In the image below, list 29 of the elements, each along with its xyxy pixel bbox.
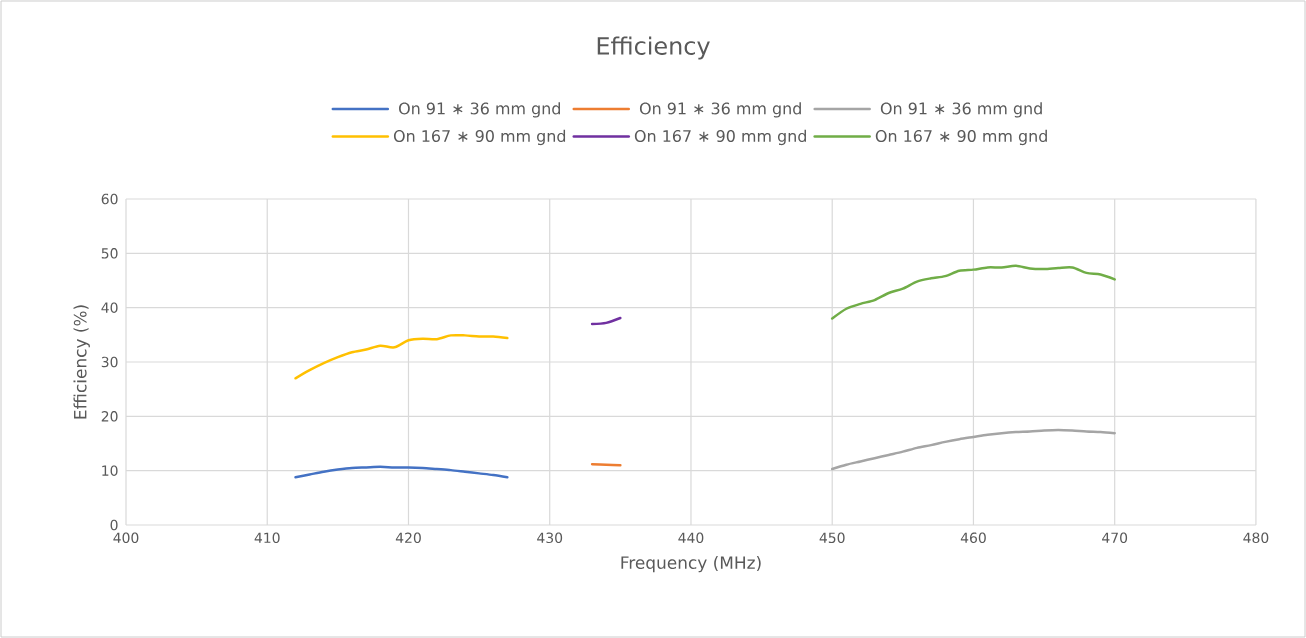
- y-tick-label: 10: [102, 465, 118, 476]
- x-tick-label: 410: [254, 532, 280, 544]
- line-series: [294, 465, 509, 479]
- legend-label: On 91 ∗ 36 mm gnd: [399, 102, 560, 118]
- x-tick-label: 400: [113, 532, 139, 544]
- x-tick-label: 430: [537, 532, 563, 544]
- x-tick-label: 420: [395, 532, 421, 544]
- legend-label: On 91 ∗ 36 mm gnd: [880, 102, 1042, 118]
- x-tick-label: 460: [960, 532, 986, 544]
- legend-label: On 91 ∗ 36 mm gnd: [639, 102, 801, 118]
- legend-label: On 167 ∗ 90 mm gnd: [393, 129, 566, 146]
- x-tick-label: 480: [1243, 532, 1269, 544]
- x-axis-title: Frequency (MHz): [621, 555, 761, 573]
- y-tick-label: 50: [101, 248, 118, 259]
- x-tick-label: 440: [678, 532, 704, 544]
- line-series: [294, 333, 509, 380]
- x-tick-label: 450: [819, 532, 845, 544]
- y-axis-title: Efficiency (%): [73, 305, 90, 419]
- line-series: [830, 428, 1116, 471]
- y-tick-label: 40: [101, 302, 118, 313]
- legend-label: On 167 ∗ 90 mm gnd: [875, 129, 1047, 146]
- x-tick-label: 470: [1102, 532, 1128, 544]
- y-tick-label: 60: [101, 193, 118, 205]
- y-tick-label: 0: [110, 519, 118, 531]
- line-series: [830, 264, 1116, 320]
- y-tick-label: 20: [101, 411, 118, 422]
- legend-label: On 167 ∗ 90 mm gnd: [634, 129, 806, 146]
- y-tick-label: 30: [101, 356, 118, 368]
- chart-title: Efficiency: [597, 36, 710, 60]
